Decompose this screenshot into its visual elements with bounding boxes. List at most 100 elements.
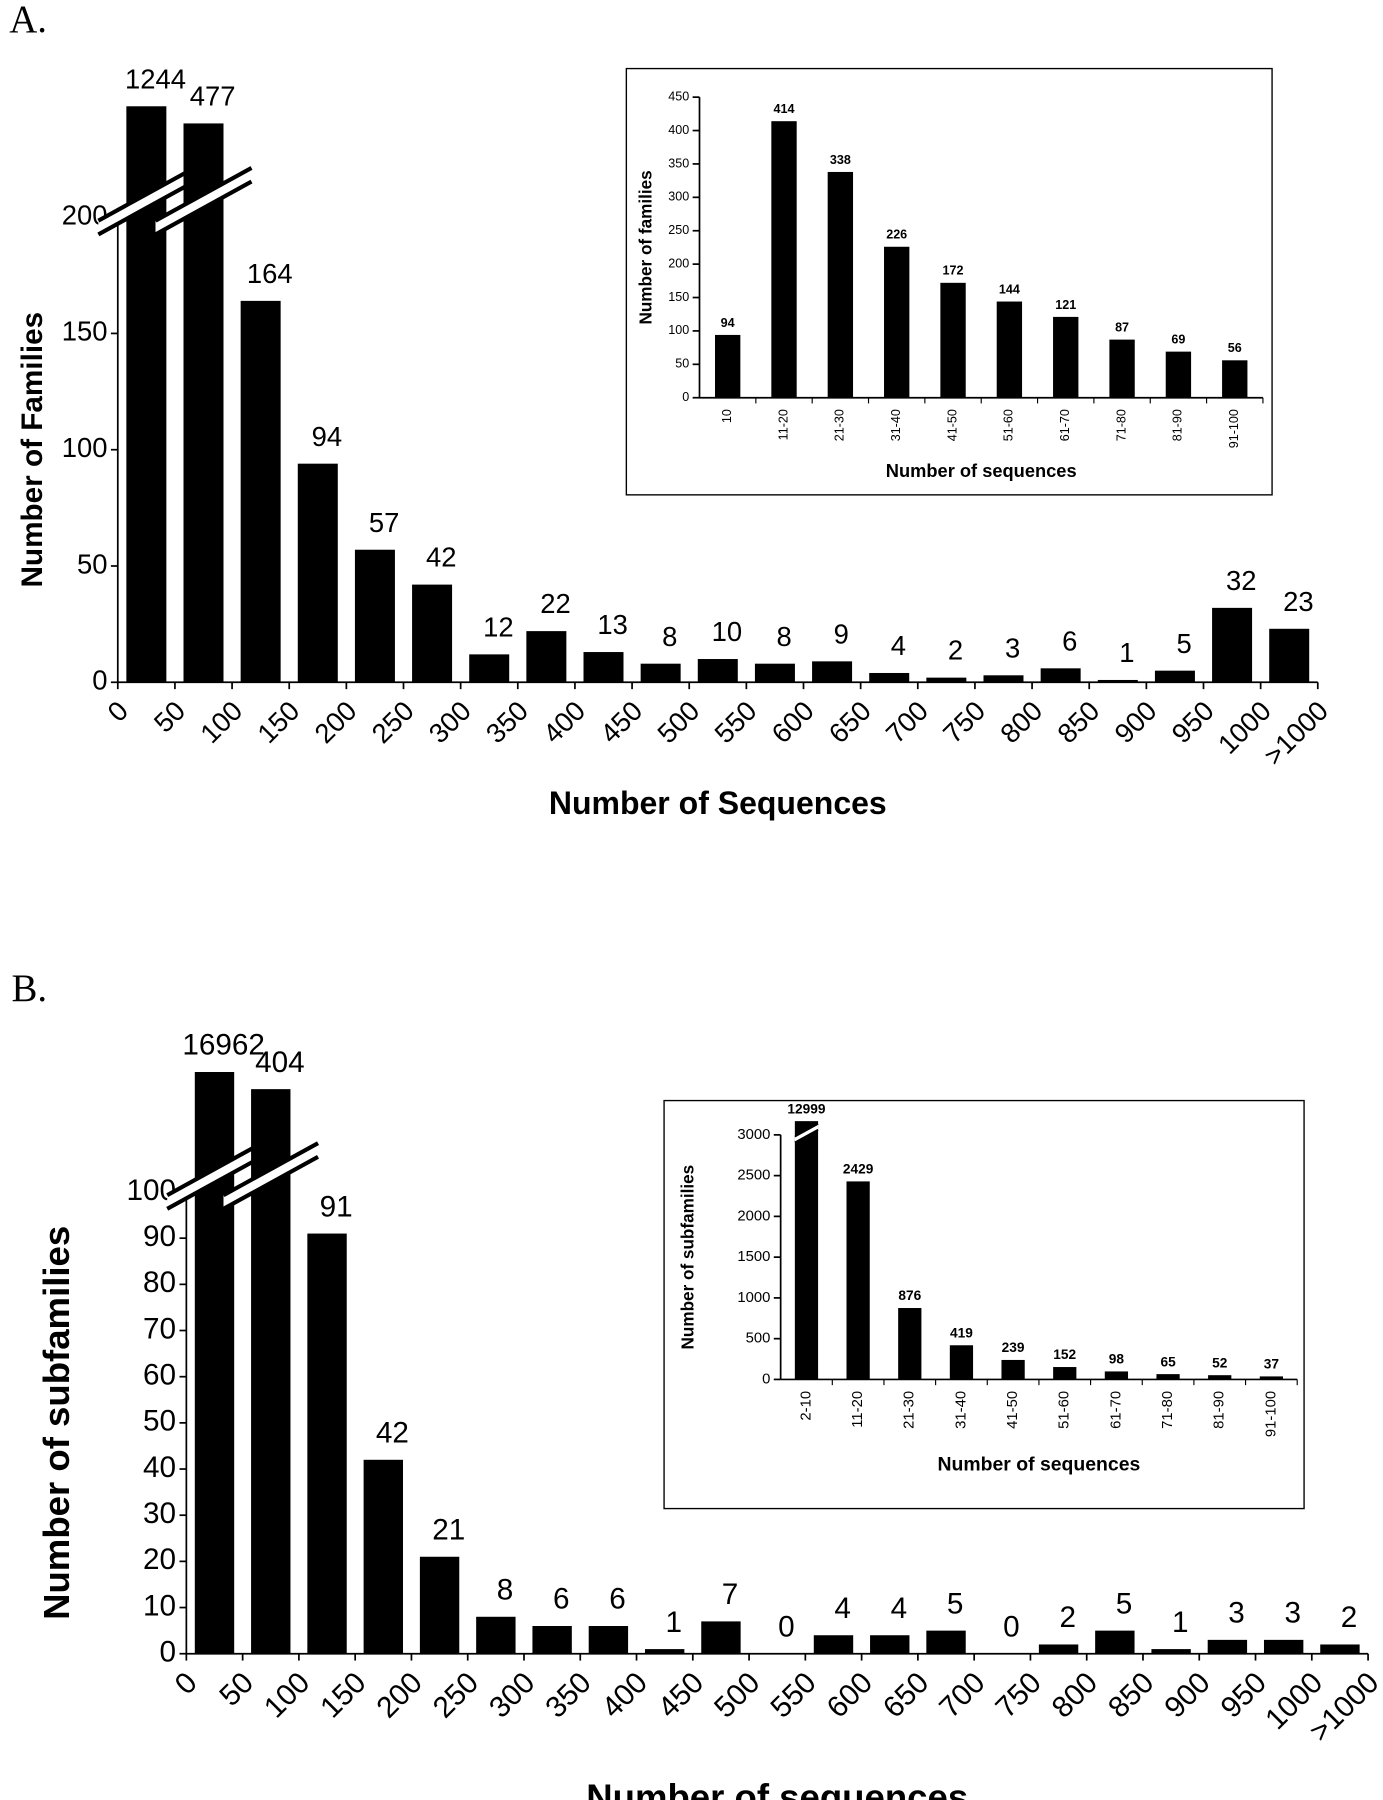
value-label: 7 xyxy=(722,1578,739,1611)
bar xyxy=(1038,1644,1079,1654)
x-tick-label: 650 xyxy=(823,695,877,749)
bar xyxy=(1053,1367,1077,1380)
bar xyxy=(363,1459,404,1654)
y-tick-label: 0 xyxy=(762,1371,770,1387)
bar xyxy=(1259,1376,1284,1380)
x-tick-label: 150 xyxy=(251,695,305,749)
bar xyxy=(996,301,1023,398)
bar xyxy=(794,1121,819,1380)
bar xyxy=(476,1616,516,1654)
bar xyxy=(771,121,797,398)
y-tick-label: 250 xyxy=(668,223,689,237)
value-label: 404 xyxy=(255,1046,305,1079)
x-tick-label: 350 xyxy=(480,695,534,749)
x-tick-label: 500 xyxy=(708,1666,766,1724)
x-tick-label: 50 xyxy=(148,695,191,738)
bar xyxy=(526,631,567,683)
x-tick-label: 51-60 xyxy=(1057,1391,1073,1429)
axis-break xyxy=(97,179,196,237)
value-label: 152 xyxy=(1053,1347,1076,1362)
y-tick-label: 50 xyxy=(143,1405,176,1438)
bar xyxy=(754,663,795,683)
x-tick-label: 100 xyxy=(194,695,248,749)
value-label: 477 xyxy=(190,81,236,112)
bar xyxy=(926,677,967,683)
bar xyxy=(1222,360,1248,398)
x-tick-label: 71-80 xyxy=(1160,1391,1176,1429)
value-label: 13 xyxy=(597,609,627,640)
x-axis-label: Number of sequences xyxy=(586,1777,968,1800)
x-tick-label: 500 xyxy=(651,695,705,749)
value-label: 12999 xyxy=(787,1101,825,1116)
axis-break xyxy=(154,166,253,223)
bar xyxy=(846,1181,870,1380)
x-tick-label: 100 xyxy=(258,1666,316,1724)
bar xyxy=(940,282,966,398)
y-tick-label: 150 xyxy=(62,316,108,347)
value-label: 94 xyxy=(312,421,342,452)
x-tick-label: 51-60 xyxy=(1002,409,1016,441)
y-tick-label: 0 xyxy=(92,665,107,696)
bar xyxy=(1001,1359,1025,1380)
y-tick-label: 0 xyxy=(160,1636,177,1669)
y-tick-label: 100 xyxy=(668,323,689,337)
inset-frame xyxy=(625,67,1273,496)
bar xyxy=(1040,668,1081,683)
axis-break xyxy=(155,167,252,235)
bar xyxy=(812,661,853,683)
y-tick-label: 50 xyxy=(675,357,689,371)
value-label: 21 xyxy=(432,1513,465,1546)
x-tick-label: 300 xyxy=(483,1666,541,1724)
value-label: 6 xyxy=(553,1583,570,1616)
bar xyxy=(1212,607,1253,683)
x-tick-label: 550 xyxy=(764,1666,822,1724)
value-label: 23 xyxy=(1283,586,1313,617)
x-tick-label: 61-70 xyxy=(1108,1391,1124,1429)
x-tick-label: 0 xyxy=(101,695,134,728)
value-label: 414 xyxy=(774,102,795,116)
x-tick-label: 400 xyxy=(596,1666,654,1724)
axis-break xyxy=(97,166,196,223)
value-label: 876 xyxy=(898,1288,921,1303)
value-label: 9 xyxy=(834,618,849,649)
value-label: 0 xyxy=(778,1610,795,1643)
value-label: 12 xyxy=(483,611,513,642)
bar xyxy=(1109,339,1135,398)
x-tick-label: 450 xyxy=(594,695,648,749)
value-label: 3 xyxy=(1228,1597,1245,1630)
x-tick-label: 800 xyxy=(1046,1666,1104,1724)
panel-label: B. xyxy=(12,967,48,1010)
value-label: 98 xyxy=(1109,1352,1125,1367)
x-axis-label: Number of sequences xyxy=(938,1453,1141,1475)
value-label: 419 xyxy=(950,1325,973,1340)
value-label: 8 xyxy=(497,1573,514,1606)
y-tick-label: 400 xyxy=(668,123,689,137)
value-label: 10 xyxy=(712,616,742,647)
value-label: 5 xyxy=(1176,628,1191,659)
x-tick-label: 200 xyxy=(308,695,362,749)
y-axis-label: Number of subfamilies xyxy=(678,1165,698,1350)
bar xyxy=(1320,1644,1360,1654)
x-tick-label: 31-40 xyxy=(889,409,903,441)
value-label: 2429 xyxy=(843,1162,874,1177)
value-label: 144 xyxy=(999,282,1020,296)
x-tick-label: 700 xyxy=(880,695,934,749)
value-label: 0 xyxy=(1003,1610,1020,1643)
y-tick-label: 30 xyxy=(143,1497,176,1530)
bar xyxy=(297,463,338,683)
value-label: 8 xyxy=(776,621,791,652)
x-axis-label: Number of Sequences xyxy=(549,785,887,821)
value-label: 4 xyxy=(891,1592,908,1625)
x-tick-label: 900 xyxy=(1108,695,1162,749)
value-label: 3 xyxy=(1285,1597,1302,1630)
y-tick-label: 200 xyxy=(668,256,689,270)
x-tick-label: 150 xyxy=(314,1666,372,1724)
bar xyxy=(813,1635,854,1654)
y-tick-label: 10 xyxy=(143,1589,176,1622)
value-label: 32 xyxy=(1226,565,1256,596)
axis-break xyxy=(98,167,195,235)
bar xyxy=(983,675,1024,683)
y-tick-label: 450 xyxy=(668,89,689,103)
value-label: 1 xyxy=(1119,637,1134,668)
x-tick-label: 11-20 xyxy=(776,409,790,440)
